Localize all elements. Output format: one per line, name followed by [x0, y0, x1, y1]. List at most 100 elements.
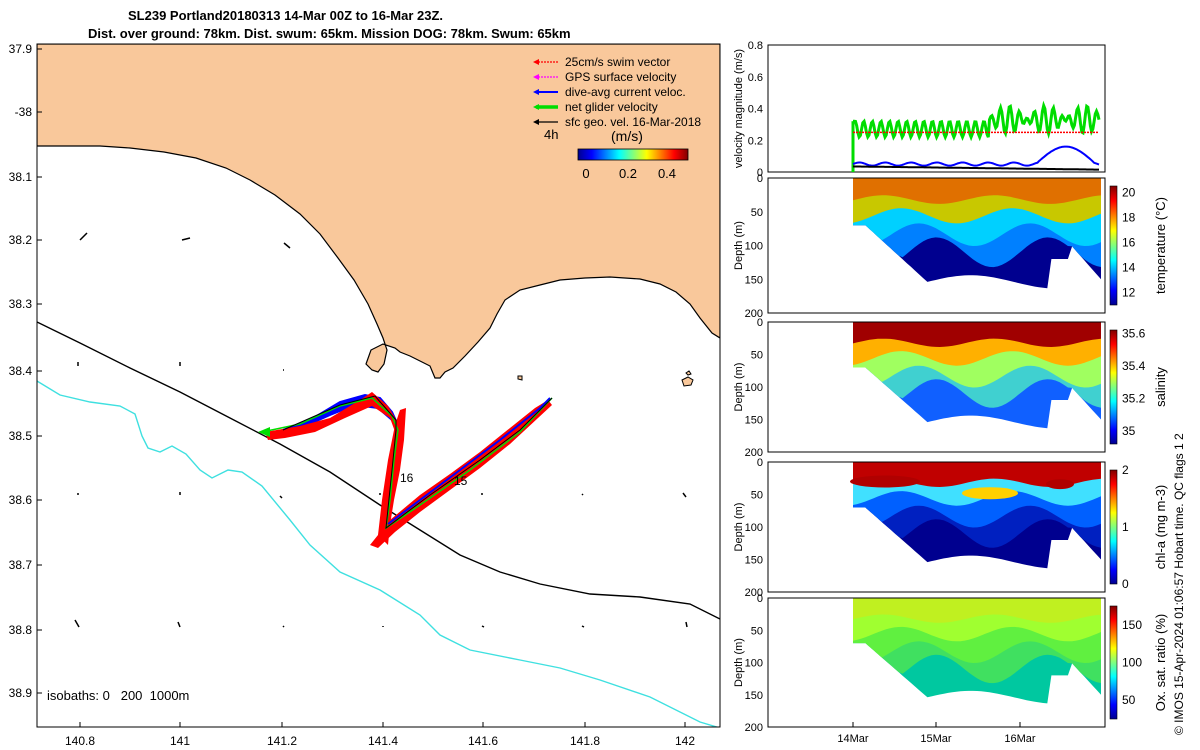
depth-colorbar: [1109, 469, 1118, 585]
depth-ytick: 0: [757, 317, 763, 329]
velocity-ytick: 0.2: [748, 135, 763, 147]
geostrophic-arrows: [74, 232, 688, 628]
depth-ytick: 100: [745, 658, 763, 670]
depth-panel-layer: [853, 598, 1101, 623]
velocity-ylabel: velocity magnitude (m/s): [733, 49, 745, 168]
colorbar-tick: 1: [1122, 520, 1129, 534]
depth-ytick: 100: [745, 522, 763, 534]
lon-tick-label: 141.2: [267, 734, 297, 748]
depth-ytick: 150: [745, 555, 763, 567]
lon-tick-label: 141.6: [468, 734, 498, 748]
colorbar-label: temperature (°C): [1153, 197, 1168, 294]
chl-mid-patch: [962, 487, 1018, 500]
depth-panel-frame: [767, 461, 1106, 593]
time-tick-label: 15Mar: [920, 733, 952, 745]
colorbar-tick: 35.2: [1122, 391, 1146, 405]
depth-ytick: 0: [757, 457, 763, 469]
legend-arrowhead: [533, 119, 539, 125]
legend-label: 25cm/s swim vector: [565, 55, 670, 69]
legend-arrowhead: [533, 89, 539, 95]
map-lat-axis: 37.9 -38 38.1 38.2 38.3 38.4 38.5 38.6 38.7 38.8 3…: [9, 42, 42, 700]
net-velocity-arrowhead: [258, 427, 270, 437]
depth-ytick: 0: [757, 593, 763, 605]
lat-tick-label: 38.4: [9, 364, 33, 378]
depth-panel-layer: [853, 322, 1101, 347]
velocity-ytick: 0.8: [748, 40, 763, 52]
velocity-ytick: 0.6: [748, 72, 763, 84]
colorbar-tick: 150: [1122, 618, 1142, 632]
speed-colorbar-tick: 0.4: [658, 166, 676, 181]
legend-arrowhead: [533, 59, 539, 65]
lat-tick-label: 38.5: [9, 429, 33, 443]
chl-max-patch: [1046, 479, 1074, 490]
velocity-series-net: [853, 100, 1101, 142]
lat-tick-label: 38.8: [9, 623, 33, 637]
lon-tick-label: 141: [170, 734, 190, 748]
depth-ytick: 150: [745, 274, 763, 286]
ground-track: [282, 395, 553, 530]
colorbar-label: salinity: [1153, 367, 1168, 407]
island-small: [517, 370, 694, 387]
colorbar-tick: 20: [1122, 185, 1136, 199]
lat-tick-label: -38: [15, 105, 33, 119]
dive-avg-current-band-3: [387, 397, 551, 525]
velocity-panel-frame: [767, 44, 1106, 173]
legend-label: sfc geo. vel. 16-Mar-2018: [565, 115, 701, 129]
lat-tick-label: 38.3: [9, 297, 33, 311]
lat-tick-label: 38.9: [9, 686, 33, 700]
lon-tick-label: 141.8: [570, 734, 600, 748]
velocity-ytick: 0.4: [748, 104, 763, 116]
chl-max-patch: [850, 475, 920, 488]
credit-text: © IMOS 15-Apr-2024 01:06:57 Hobart time.…: [1172, 433, 1186, 735]
speed-colorbar: [577, 148, 689, 161]
colorbar-tick: 14: [1122, 260, 1136, 274]
map-frame: [36, 43, 721, 728]
lat-tick-label: 38.2: [9, 233, 33, 247]
lon-tick-label: 140.8: [65, 734, 95, 748]
depth-ytick: 200: [745, 722, 763, 734]
land-mass: [37, 44, 720, 379]
lon-tick-label: 141.4: [368, 734, 398, 748]
depth-panel-layer: [853, 178, 1101, 204]
velocity-series-current: [852, 145, 1100, 167]
legend-label: dive-avg current veloc.: [565, 85, 686, 99]
map-title-line1: SL239 Portland20180313 14-Mar 00Z to 16-…: [128, 8, 444, 23]
time-tick-label: 14Mar: [837, 733, 869, 745]
depth-ylabel: Depth (m): [733, 638, 745, 687]
map-panel: 140.8 141 141.2 141.4 141.6 141.8 142 37.9-383…: [9, 42, 721, 748]
depth-ylabel: Depth (m): [733, 221, 745, 270]
lat-tick-label: 38.7: [9, 558, 33, 572]
swim-vector-band-1: [265, 392, 400, 440]
swim-vector-band-3: [370, 400, 552, 548]
depth-ytick: 200: [745, 308, 763, 320]
depth-panel-frame: [767, 177, 1106, 314]
velocity-series-geo: [852, 165, 1099, 171]
depth-ytick: 150: [745, 415, 763, 427]
net-velocity-track: [261, 397, 553, 530]
day-label-15: 15: [454, 474, 468, 488]
depth-ytick: 50: [751, 490, 763, 502]
colorbar-label: Ox. sat. ratio (%): [1153, 614, 1168, 712]
colorbar-tick: 2: [1122, 463, 1129, 477]
colorbar-tick: 0: [1122, 577, 1129, 591]
legend-arrowhead: [533, 104, 539, 110]
colorbar-unit: (m/s): [611, 128, 643, 144]
map-lon-axis: 140.8 141 141.2 141.4 141.6 141.8 142: [65, 722, 695, 748]
glider-track: [258, 392, 553, 548]
depth-ytick: 150: [745, 690, 763, 702]
depth-ytick: 0: [757, 173, 763, 185]
legend-4h: 4h: [544, 127, 558, 142]
day-label-16: 16: [400, 471, 414, 485]
speed-colorbar-ticks: 0 0.2 0.4: [582, 166, 676, 181]
depth-ytick: 100: [745, 241, 763, 253]
colorbar-tick: 18: [1122, 210, 1136, 224]
colorbar-tick: 50: [1122, 693, 1136, 707]
legend-label: GPS surface velocity: [565, 70, 676, 84]
legend-label: net glider velocity: [565, 100, 658, 114]
colorbar-label: chl-a (mg m-3): [1153, 485, 1168, 570]
isobath-1000: [37, 380, 720, 727]
colorbar-tick: 35: [1122, 424, 1136, 438]
depth-panel-frame: [767, 321, 1106, 453]
